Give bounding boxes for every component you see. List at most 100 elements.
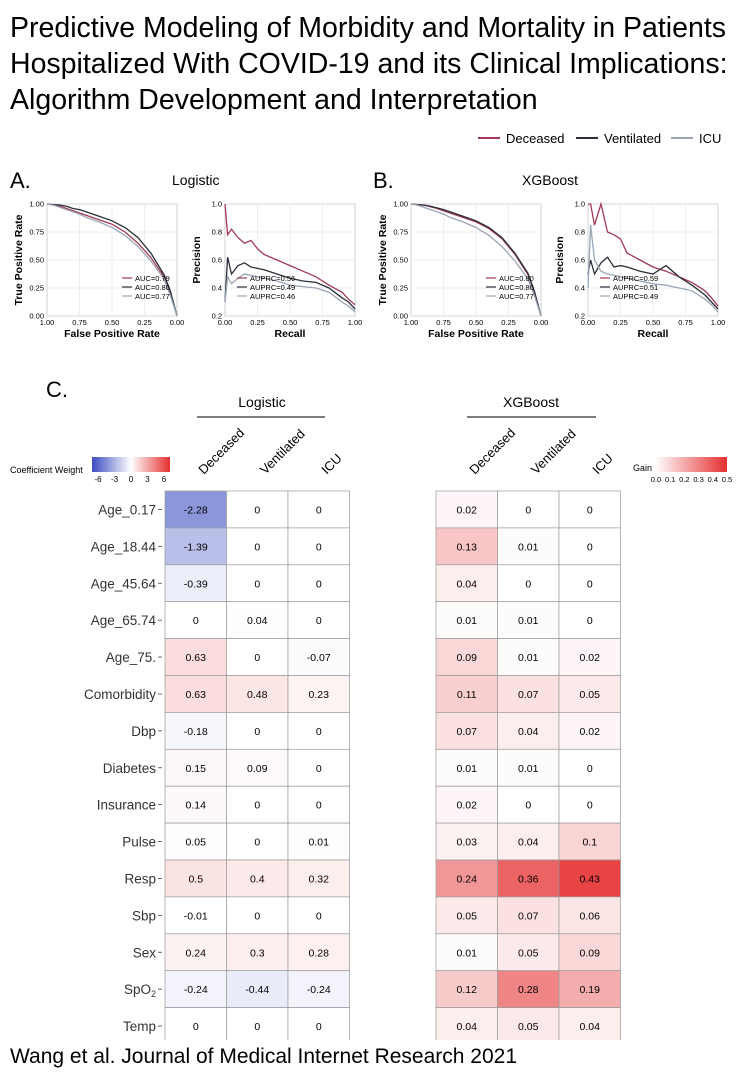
gain-legend-label: Gain	[633, 463, 652, 473]
heatmap-cell-value: 0	[587, 763, 593, 775]
metric-legend-label: AUPRC=0.59	[613, 274, 658, 283]
heatmap-cell-value: 0	[316, 763, 322, 775]
y-tick-label: 0.75	[393, 228, 408, 237]
gain-scale-tick: 0.5	[722, 475, 732, 484]
heatmap-cell	[497, 564, 560, 603]
heatmap-cell	[435, 601, 498, 639]
heatmap-cell-value: 0.05	[580, 689, 601, 701]
panel-c-letter: C.	[46, 377, 68, 402]
heatmap-cell-value: 0.01	[518, 615, 539, 627]
heatmap-cell-value: 0	[254, 1021, 260, 1033]
heatmap-cell-value: 0.02	[580, 726, 601, 738]
figure-title: Predictive Modeling of Morbidity and Mor…	[10, 12, 728, 116]
x-tick-label: 1.00	[348, 318, 363, 327]
heatmap-cell-value: 0.1	[582, 837, 597, 849]
heatmap-cell-value: 0.07	[457, 726, 478, 738]
heatmap-cell	[558, 748, 621, 787]
y-tick-label: 0.8	[212, 228, 222, 237]
x-axis-label: False Positive Rate	[428, 328, 524, 340]
heatmap-cell-value: 0.02	[580, 652, 601, 664]
heatmap-cell-value: 0.32	[309, 873, 330, 885]
heatmap-cell-value: 0.43	[580, 873, 601, 885]
heatmap-cell	[497, 896, 560, 935]
heatmap-cell	[226, 748, 289, 787]
metric-legend-label: AUC=0.80	[499, 274, 534, 283]
x-tick-label: 0.75	[315, 318, 330, 327]
heatmap-cell-value: -0.07	[307, 652, 331, 664]
citation-footer: Wang et al. Journal of Medical Internet …	[10, 1045, 518, 1068]
heatmap-cell-value: 0.05	[518, 947, 539, 959]
heatmap-row-label: Dbp	[131, 724, 156, 739]
heatmap-cell	[287, 712, 350, 750]
x-axis-label: False Positive Rate	[64, 328, 160, 340]
heatmap-cell-value: 0	[587, 504, 593, 516]
heatmap-cell-value: 0.14	[186, 800, 207, 812]
heatmap-cell	[226, 1007, 289, 1040]
heatmap-column-header: Ventilated	[528, 426, 579, 477]
heatmap-cell	[558, 1007, 621, 1040]
heatmap-cell-value: 0.63	[186, 652, 207, 664]
legend-ventilated-label: Ventilated	[604, 131, 661, 146]
x-tick-label: 0.50	[469, 318, 484, 327]
heatmap-cell-value: 0.01	[457, 615, 478, 627]
heatmap-cell-value: 0	[316, 578, 322, 590]
heatmap-cell	[226, 896, 289, 935]
heatmap-cell	[164, 601, 227, 639]
heatmap-cell	[164, 490, 227, 529]
coef-scale-tick: -3	[111, 475, 119, 484]
y-tick-label: 0.6	[575, 256, 585, 265]
x-tick-label: 0.00	[581, 318, 596, 327]
heatmap-cell-value: 0	[525, 578, 531, 590]
roc-plot-xgboost: 1.00 0.75 0.50 0.25 0.00 0.00 0.25 0.50 0.75 1.00…	[377, 200, 548, 341]
x-axis-label: Recall	[275, 328, 306, 340]
heatmap-cell-value: 0.01	[518, 652, 539, 664]
heatmap-cell	[558, 712, 621, 750]
heatmap-cell-value: 0	[587, 578, 593, 590]
heatmap-cell	[497, 933, 560, 972]
heatmap-cell-value: 0.12	[457, 984, 478, 996]
y-tick-label: 0.75	[29, 228, 44, 237]
heatmap-cell	[558, 785, 621, 824]
x-tick-label: 0.25	[250, 318, 265, 327]
heatmap-cell-value: 0.13	[457, 541, 478, 553]
heatmap-cell-value: 0	[587, 541, 593, 553]
series-line-ventilated	[224, 257, 356, 310]
heatmap-cell-value: 0.07	[518, 910, 539, 922]
heatmap-section: Logistic XGBoost Coefficient Weight -6 -3…	[10, 394, 732, 1040]
heatmap-cell	[435, 527, 498, 566]
heatmap-row-label: Comorbidity	[84, 687, 156, 702]
heatmap-cell	[435, 785, 498, 824]
heatmap-cell-value: 0.04	[457, 1021, 478, 1033]
heatmap-cell	[287, 859, 350, 898]
heatmap-cell-value: 0	[525, 504, 531, 516]
heatmap-cell-value: 0	[316, 726, 322, 738]
x-tick-label: 0.50	[105, 318, 120, 327]
heatmap-cell-value: 0.09	[580, 947, 601, 959]
heatmap-cell-value: 0.15	[186, 763, 207, 775]
y-tick-label: 1.00	[29, 200, 44, 209]
heatmap-row-label: Sex	[133, 945, 157, 960]
coef-scale-tick: 3	[145, 475, 150, 484]
panel-a-title: Logistic	[172, 172, 220, 188]
heatmap-cell-value: 0.04	[247, 615, 268, 627]
x-tick-label: 0.50	[646, 318, 661, 327]
series-line-icu	[46, 203, 178, 317]
coef-scale-tick: -6	[94, 475, 102, 484]
heatmap-cell-value: 0.09	[247, 763, 268, 775]
heatmap-cell-value: 0.36	[518, 873, 539, 885]
heatmap-cell	[226, 859, 289, 898]
heatmap-cell-value: -0.39	[184, 578, 208, 590]
heatmap-cell	[435, 712, 498, 750]
heatmap-cell-value: 0	[254, 726, 260, 738]
x-tick-label: 1.00	[711, 318, 726, 327]
heatmap-column-header: Deceased	[466, 425, 518, 477]
heatmap-cell	[497, 490, 560, 529]
heatmap-cell-value: 0.07	[518, 689, 539, 701]
gain-colorbar	[655, 457, 727, 472]
heatmap-cell-value: 0.63	[186, 689, 207, 701]
x-tick-label: 0.25	[501, 318, 516, 327]
panel-b-letter: B.	[373, 168, 394, 193]
heatmap-cell	[558, 601, 621, 639]
metric-legend-label: AUPRC=0.46	[250, 292, 295, 301]
roc-plot-logistic: 1.00 0.75 0.50 0.25 0.00 0.00 0.25 0.50 0.75 1.00…	[13, 200, 184, 341]
